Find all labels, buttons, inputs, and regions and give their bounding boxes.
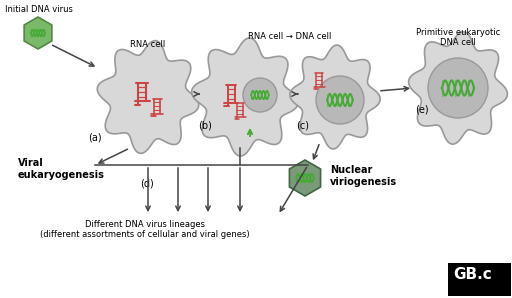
Text: RNA cell: RNA cell <box>131 40 165 49</box>
Text: RNA cell → DNA cell: RNA cell → DNA cell <box>248 32 332 41</box>
Text: Initial DNA virus: Initial DNA virus <box>5 5 73 14</box>
Text: (c): (c) <box>296 120 309 130</box>
Text: GB.c: GB.c <box>453 267 492 282</box>
Text: Viral
eukaryogenesis: Viral eukaryogenesis <box>18 158 105 180</box>
Text: Nuclear
viriogenesis: Nuclear viriogenesis <box>330 165 397 187</box>
Text: (a): (a) <box>88 133 101 143</box>
Polygon shape <box>409 32 507 144</box>
Text: (d): (d) <box>140 178 154 188</box>
Text: (b): (b) <box>198 120 212 130</box>
Polygon shape <box>289 160 321 196</box>
Polygon shape <box>191 38 298 156</box>
Circle shape <box>316 76 364 124</box>
Circle shape <box>428 58 488 118</box>
Polygon shape <box>97 41 199 153</box>
Polygon shape <box>290 45 380 149</box>
Text: Primitive eukaryotic
DNA cell: Primitive eukaryotic DNA cell <box>416 28 500 47</box>
Circle shape <box>243 78 277 112</box>
Text: (e): (e) <box>415 105 429 115</box>
Polygon shape <box>24 17 52 49</box>
Text: Different DNA virus lineages
(different assortments of cellular and viral genes): Different DNA virus lineages (different … <box>40 220 250 239</box>
FancyBboxPatch shape <box>448 263 511 296</box>
